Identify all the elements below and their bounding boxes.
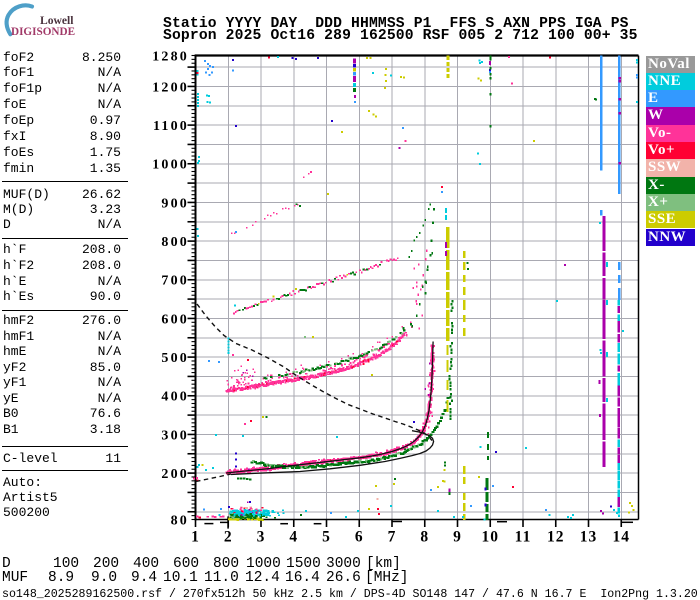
- svg-text:400: 400: [161, 390, 189, 405]
- svg-text:Lowell: Lowell: [40, 14, 74, 27]
- svg-text:14: 14: [613, 529, 631, 546]
- svg-text:1000: 1000: [152, 158, 189, 173]
- svg-text:4: 4: [289, 529, 298, 546]
- svg-text:300: 300: [161, 428, 189, 443]
- svg-text:500: 500: [161, 351, 189, 366]
- svg-text:800: 800: [161, 235, 189, 250]
- svg-text:13: 13: [580, 529, 598, 546]
- svg-text:10: 10: [482, 529, 500, 546]
- svg-text:1: 1: [191, 529, 200, 546]
- svg-text:1280: 1280: [152, 49, 189, 64]
- svg-text:DIGISONDE: DIGISONDE: [11, 26, 75, 38]
- svg-text:80: 80: [171, 513, 189, 528]
- svg-text:1100: 1100: [153, 119, 189, 134]
- svg-text:2: 2: [224, 529, 233, 546]
- svg-text:700: 700: [161, 274, 189, 289]
- svg-text:11: 11: [515, 529, 532, 546]
- svg-text:9: 9: [453, 529, 462, 546]
- svg-text:8: 8: [420, 529, 429, 546]
- svg-text:1200: 1200: [152, 80, 189, 95]
- svg-text:200: 200: [161, 467, 189, 482]
- svg-text:7: 7: [388, 529, 397, 546]
- svg-text:3: 3: [257, 529, 266, 546]
- svg-text:900: 900: [161, 196, 189, 211]
- svg-text:5: 5: [322, 529, 331, 546]
- svg-text:6: 6: [355, 529, 364, 546]
- svg-text:600: 600: [161, 312, 189, 327]
- svg-text:12: 12: [547, 529, 565, 546]
